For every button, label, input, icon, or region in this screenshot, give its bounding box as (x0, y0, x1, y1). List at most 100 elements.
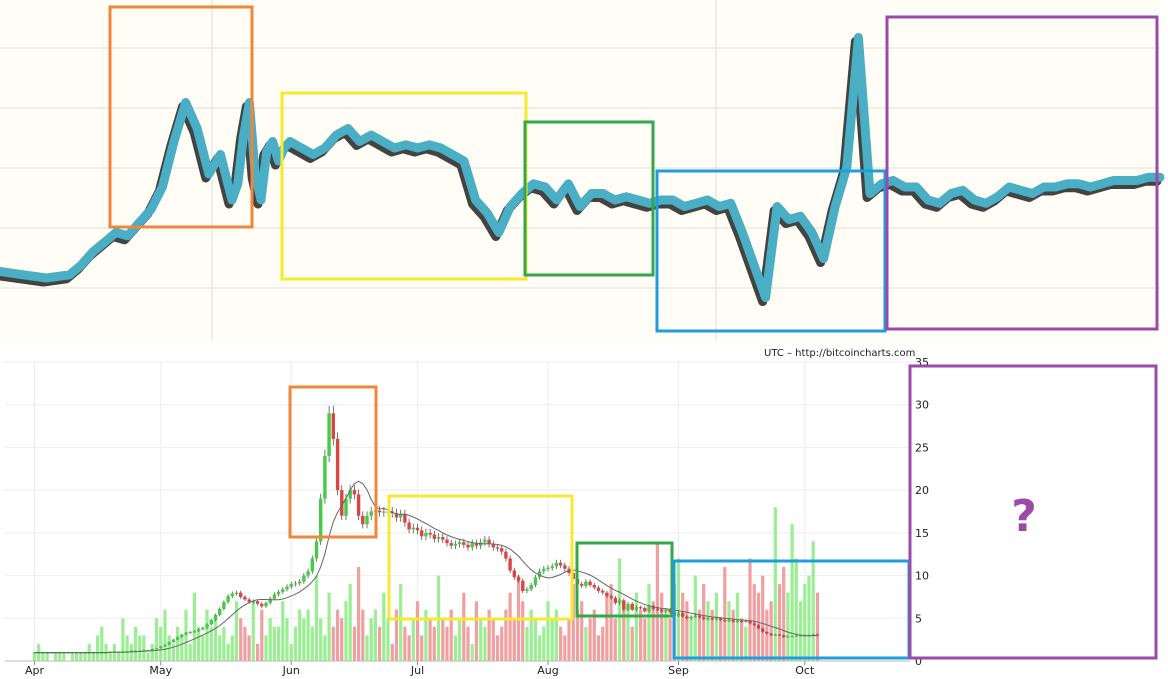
candle-body (411, 527, 415, 530)
volume-bar (121, 618, 125, 661)
volume-bar (247, 635, 251, 661)
candle-body (331, 413, 335, 439)
candle-body (243, 596, 247, 600)
volume-bar (601, 626, 605, 661)
volume-bar (706, 601, 710, 661)
candle-body (394, 513, 399, 518)
candle-body (142, 649, 146, 652)
volume-bar (293, 626, 297, 661)
candle-body (706, 618, 710, 620)
candle-body (508, 558, 512, 571)
candle-body (681, 613, 685, 617)
volume-bar (357, 567, 361, 661)
candle-body (175, 637, 180, 640)
volume-bar (719, 618, 723, 661)
candle-body (129, 650, 133, 652)
highlight-box (523, 120, 655, 277)
candle-body (596, 587, 601, 591)
volume-bar (626, 609, 630, 661)
candle-body (613, 597, 618, 603)
volume-bar (605, 592, 609, 661)
volume-bar (765, 609, 769, 661)
volume-bar (458, 618, 462, 661)
candle-body (424, 532, 428, 537)
candle-body (739, 620, 744, 622)
candle-body (634, 607, 639, 610)
volume-bar (62, 652, 66, 661)
candle-body (281, 589, 285, 592)
candle-body (533, 577, 538, 585)
candle-body (32, 652, 37, 654)
candle-body (601, 590, 605, 593)
candle-body (500, 548, 504, 552)
y-tick-label: 25 (915, 441, 929, 454)
volume-bar (213, 618, 218, 661)
volume-bar (508, 592, 512, 661)
volume-bar (491, 618, 495, 661)
volume-bar (782, 567, 786, 661)
candle-body (765, 632, 769, 634)
candle-body (563, 565, 567, 569)
volume-bar (268, 618, 272, 661)
volume-bar (643, 618, 647, 661)
candle-body (420, 530, 424, 537)
highlight-box (108, 5, 254, 229)
volume-bar (584, 626, 588, 661)
volume-bar (163, 609, 167, 661)
candle-body (415, 527, 420, 531)
candle-body (285, 586, 289, 590)
candle-body (474, 543, 479, 546)
volume-bar (251, 601, 255, 661)
volume-bar (171, 643, 175, 661)
moving-average-line (34, 480, 818, 653)
candle-body (685, 616, 689, 619)
candle-body (251, 601, 256, 603)
candle-body (83, 652, 87, 654)
candle-body (660, 609, 664, 612)
y-tick-label: 0 (915, 655, 922, 668)
candle-body (154, 648, 159, 650)
volume-bar (639, 609, 643, 661)
volume-bar (129, 643, 133, 661)
volume-bar (201, 635, 205, 661)
volume-bar (218, 635, 222, 661)
volume-bar (613, 618, 617, 661)
candle-body (752, 623, 756, 626)
candle-body (584, 581, 588, 586)
volume-bar (786, 592, 790, 661)
volume-bar (668, 618, 672, 661)
candle-body (668, 609, 672, 613)
volume-bar (592, 609, 596, 661)
candle-body (449, 543, 453, 546)
volume-bar (382, 592, 386, 661)
candle-body (546, 567, 550, 570)
volume-bar (697, 609, 702, 661)
candle-body (344, 498, 348, 516)
volume-bar (239, 618, 243, 661)
volume-bar (79, 652, 83, 661)
highlight-box (885, 15, 1159, 331)
candle-body (756, 625, 761, 629)
highlight-box (908, 364, 1158, 660)
candle-body (352, 490, 357, 495)
volume-bar (727, 601, 731, 661)
volume-bar (277, 626, 281, 661)
volume-bar (554, 609, 558, 661)
candle-body (790, 636, 794, 638)
y-tick-label: 5 (915, 612, 922, 625)
candle-body (462, 542, 466, 545)
volume-bar (159, 626, 163, 661)
volume-bar (32, 652, 37, 661)
volume-bar (500, 626, 504, 661)
candle-body (794, 635, 799, 637)
volume-bar (693, 575, 697, 661)
candle-body (428, 532, 432, 535)
candle-body (457, 542, 462, 544)
y-tick-label: 10 (915, 570, 929, 583)
candle-body (580, 584, 584, 586)
candle-body (66, 652, 70, 654)
candle-body (314, 541, 319, 559)
volume-bar (748, 558, 752, 661)
candle-body (302, 575, 306, 582)
